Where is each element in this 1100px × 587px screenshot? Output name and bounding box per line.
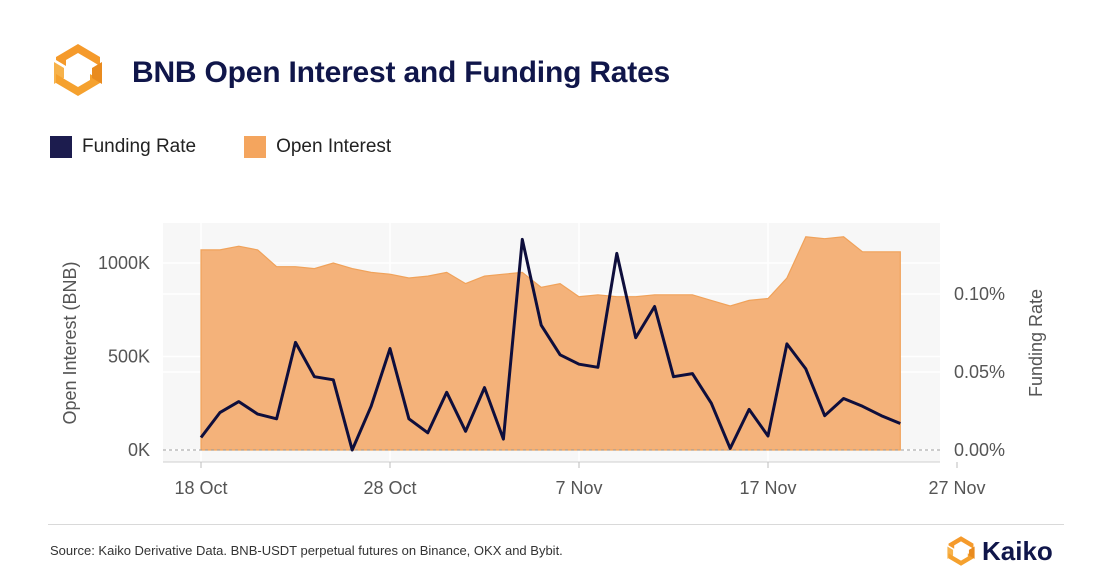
legend-swatch-open-interest: [244, 136, 267, 158]
page-title: BNB Open Interest and Funding Rates: [132, 56, 671, 89]
open-interest-area: [200, 236, 901, 451]
y-tick-label-left: 500K: [108, 347, 150, 367]
x-tick-label: 28 Oct: [363, 478, 416, 498]
brand-name: Kaiko: [982, 535, 1053, 566]
y-axis-title-left: Open Interest (BNB): [60, 261, 80, 424]
x-tick-label: 7 Nov: [555, 478, 602, 498]
legend-swatch-funding-rate: [50, 136, 72, 158]
footer-divider: [48, 524, 1064, 525]
x-tick-label: 27 Nov: [928, 478, 985, 498]
legend-item-open-interest: Open Interest: [244, 136, 391, 158]
source-note: Source: Kaiko Derivative Data. BNB-USDT …: [50, 543, 563, 558]
x-tick-label: 18 Oct: [174, 478, 227, 498]
chart-legend: Funding Rate Open Interest: [50, 136, 439, 158]
kaiko-logo-icon: [54, 44, 102, 96]
legend-label-open-interest: Open Interest: [276, 136, 392, 157]
funding-rate-line: [199, 237, 901, 452]
x-tick-label: 17 Nov: [739, 478, 796, 498]
brand: Kaiko: [944, 534, 1053, 568]
y-tick-label-right: 0.00%: [954, 440, 1005, 460]
y-tick-label-right: 0.10%: [954, 284, 1005, 304]
kaiko-brand-icon: [947, 536, 975, 566]
y-axis-title-right: Funding Rate: [1026, 289, 1046, 397]
y-tick-label-left: 0K: [128, 440, 150, 460]
legend-item-funding-rate: Funding Rate: [50, 136, 196, 158]
y-tick-label-left: 1000K: [98, 253, 150, 273]
legend-label-funding-rate: Funding Rate: [82, 136, 197, 157]
y-tick-label-right: 0.05%: [954, 362, 1005, 382]
